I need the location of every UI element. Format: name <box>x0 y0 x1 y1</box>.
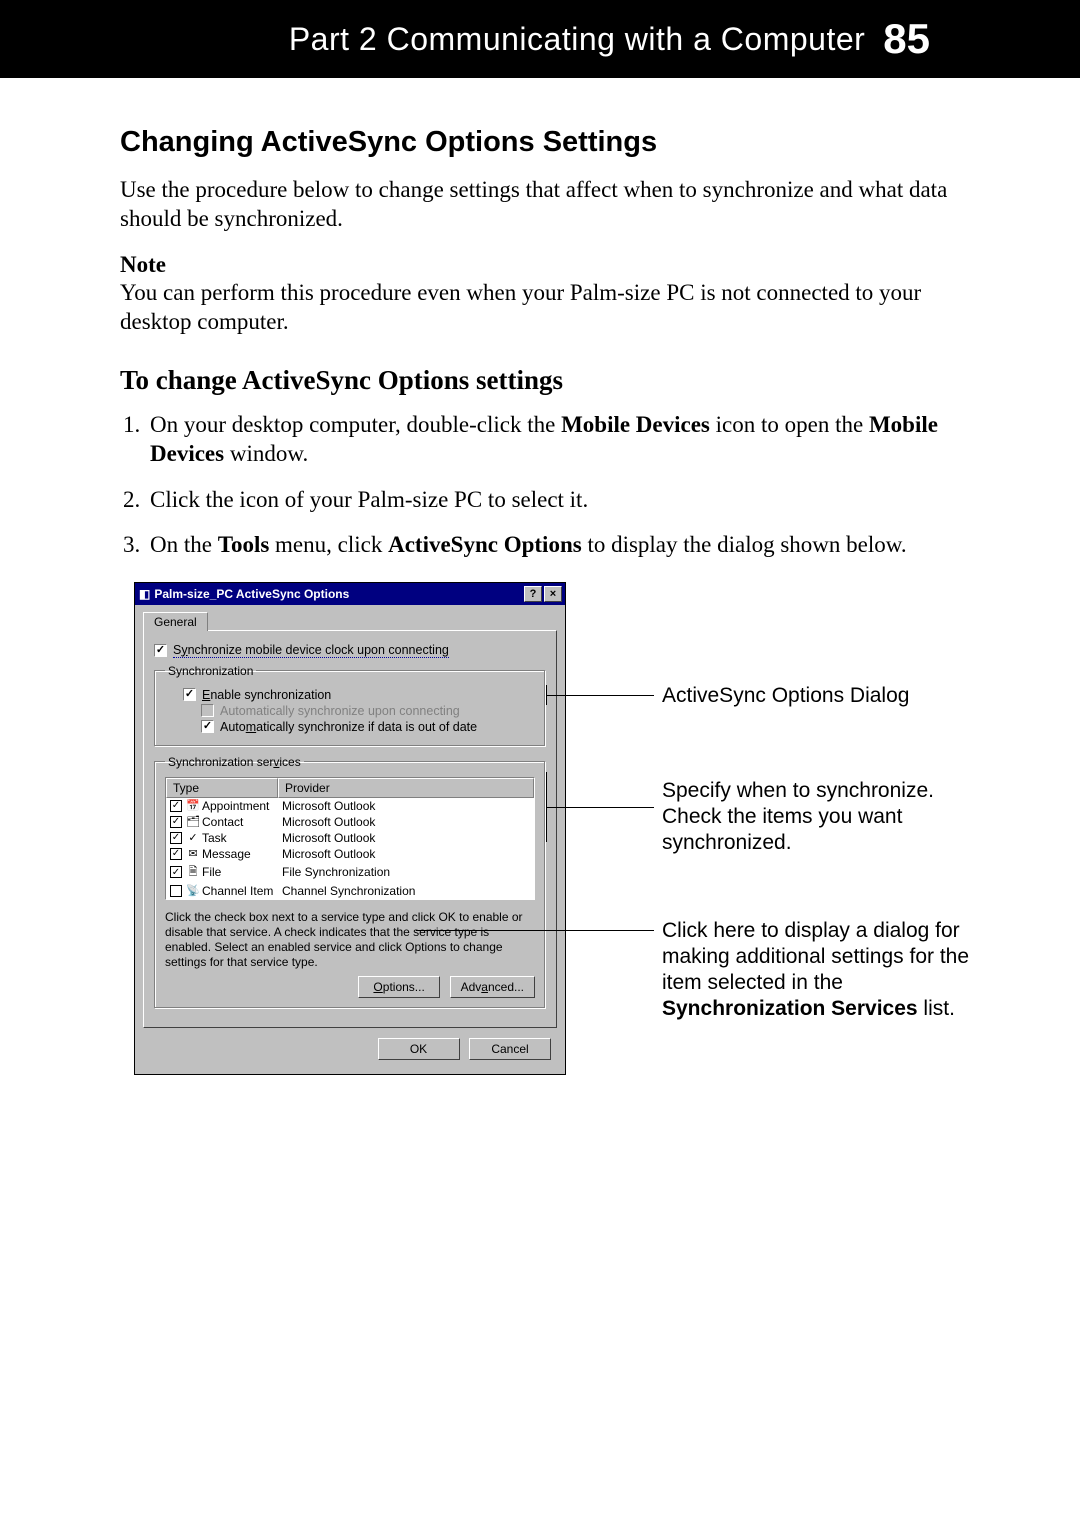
auto-sync-outdated-label: Automatically synchronize if data is out… <box>220 720 477 734</box>
enable-sync-row[interactable]: ✓ Enable synchronization <box>183 688 535 702</box>
dialog-body: General ✓ Synchronize mobile device cloc… <box>135 605 565 1074</box>
table-row[interactable]: ✓ 📅Appointment Microsoft Outlook <box>166 798 534 814</box>
service-type-icon: 📡 <box>186 884 200 897</box>
row-checkbox-icon[interactable] <box>170 885 182 897</box>
step-2: Click the icon of your Palm-size PC to s… <box>146 485 960 514</box>
procedure-heading: To change ActiveSync Options settings <box>120 365 960 396</box>
service-type-icon: ✓ <box>186 831 200 844</box>
table-row[interactable]: ✓ 🗎File File Synchronization <box>166 862 534 883</box>
service-provider-label: File Synchronization <box>282 865 530 879</box>
enable-sync-label: Enable synchronization <box>202 688 331 702</box>
service-type-label: Task <box>202 831 227 845</box>
table-row[interactable]: ✓✓TaskMicrosoft Outlook <box>166 830 534 846</box>
options-button[interactable]: Options... <box>358 976 440 998</box>
callout-sync-spec: Specify when to synchronize. Check the i… <box>662 778 962 857</box>
callout-options-button: Click here to display a dialog for makin… <box>662 918 992 1023</box>
tab-panel-general: ✓ Synchronize mobile device clock upon c… <box>143 630 557 1028</box>
service-type-icon: 📅 <box>186 799 200 812</box>
service-type-label: File <box>202 865 221 879</box>
tab-general[interactable]: General <box>143 612 208 631</box>
note-body: You can perform this procedure even when… <box>120 278 960 337</box>
sync-clock-row[interactable]: ✓ Synchronize mobile device clock upon c… <box>154 643 546 658</box>
app-icon: ◧ <box>139 587 150 601</box>
step-1: On your desktop computer, double-click t… <box>146 410 960 469</box>
dialog-buttons-row: OK Cancel <box>143 1038 557 1066</box>
page-content: Changing ActiveSync Options Settings Use… <box>0 78 1080 1115</box>
auto-sync-outdated-row[interactable]: ✓ Automatically synchronize if data is o… <box>201 720 535 734</box>
figure-area: ◧ Palm-size_PC ActiveSync Options ? × Ge… <box>134 582 960 1075</box>
service-type-icon: 🗂 <box>186 815 200 828</box>
service-type-label: Message <box>202 847 251 861</box>
help-button[interactable]: ? <box>524 586 542 602</box>
service-provider-label: Microsoft Outlook <box>282 799 530 813</box>
sync-clock-label: Synchronize mobile device clock upon con… <box>173 643 449 658</box>
service-provider-label: Microsoft Outlook <box>282 831 530 845</box>
header-page-number: 85 <box>883 15 930 63</box>
synchronization-group: Synchronization ✓ Enable synchronization… <box>154 664 546 747</box>
callout-leader <box>546 807 654 808</box>
service-type-label: Appointment <box>202 799 269 813</box>
service-provider-label: Channel Synchronization <box>282 884 530 898</box>
table-row[interactable]: 📡Channel Item Channel Synchronization <box>166 883 534 899</box>
row-checkbox-icon[interactable]: ✓ <box>170 832 182 844</box>
table-row[interactable]: ✓ ✉Message Microsoft Outlook <box>166 846 534 862</box>
sync-services-group: Synchronization services Type Provider ✓… <box>154 755 546 1009</box>
dialog-title: Palm-size_PC ActiveSync Options <box>154 587 349 601</box>
step-3: On the Tools menu, click ActiveSync Opti… <box>146 530 960 559</box>
services-help-text: Click the check box next to a service ty… <box>165 910 535 970</box>
row-checkbox-icon[interactable]: ✓ <box>170 816 182 828</box>
checkbox-icon[interactable]: ✓ <box>154 644 167 657</box>
col-provider[interactable]: Provider <box>278 778 534 798</box>
service-provider-label: Microsoft Outlook <box>282 847 530 861</box>
cancel-button[interactable]: Cancel <box>469 1038 551 1060</box>
service-type-icon: 🗎 <box>186 863 200 882</box>
steps-list: On your desktop computer, double-click t… <box>120 410 960 560</box>
close-button[interactable]: × <box>544 586 562 602</box>
callout-dialog-label: ActiveSync Options Dialog <box>662 683 909 709</box>
dialog-titlebar[interactable]: ◧ Palm-size_PC ActiveSync Options ? × <box>135 583 565 605</box>
checkbox-icon <box>201 704 214 717</box>
ok-button[interactable]: OK <box>378 1038 460 1060</box>
sync-services-legend: Synchronization services <box>165 755 304 769</box>
service-type-label: Contact <box>202 815 243 829</box>
services-header: Type Provider <box>166 778 534 798</box>
checkbox-icon[interactable]: ✓ <box>183 688 196 701</box>
header-title: Part 2 Communicating with a Computer <box>289 21 865 58</box>
col-type[interactable]: Type <box>166 778 278 798</box>
row-checkbox-icon[interactable]: ✓ <box>170 848 182 860</box>
auto-sync-connect-row: Automatically synchronize upon connectin… <box>201 704 535 718</box>
synchronization-legend: Synchronization <box>165 664 256 678</box>
callout-leader <box>416 930 654 931</box>
row-checkbox-icon[interactable]: ✓ <box>170 866 182 878</box>
service-type-label: Channel Item <box>202 884 273 898</box>
service-type-icon: ✉ <box>186 847 200 860</box>
row-checkbox-icon[interactable]: ✓ <box>170 800 182 812</box>
table-row[interactable]: ✓ 🗂Contact Microsoft Outlook <box>166 814 534 830</box>
auto-sync-connect-label: Automatically synchronize upon connectin… <box>220 704 460 718</box>
intro-paragraph: Use the procedure below to change settin… <box>120 175 960 234</box>
note-label: Note <box>120 252 960 278</box>
service-provider-label: Microsoft Outlook <box>282 815 530 829</box>
section-heading: Changing ActiveSync Options Settings <box>120 126 960 159</box>
service-buttons-row: Options... Advanced... <box>165 976 535 998</box>
services-table[interactable]: Type Provider ✓ 📅Appointment Microsoft Out… <box>165 777 535 900</box>
checkbox-icon[interactable]: ✓ <box>201 720 214 733</box>
activesync-options-dialog: ◧ Palm-size_PC ActiveSync Options ? × Ge… <box>134 582 566 1075</box>
advanced-button[interactable]: Advanced... <box>450 976 535 998</box>
callout-leader <box>546 695 654 696</box>
page-header: Part 2 Communicating with a Computer 85 <box>0 0 1080 78</box>
